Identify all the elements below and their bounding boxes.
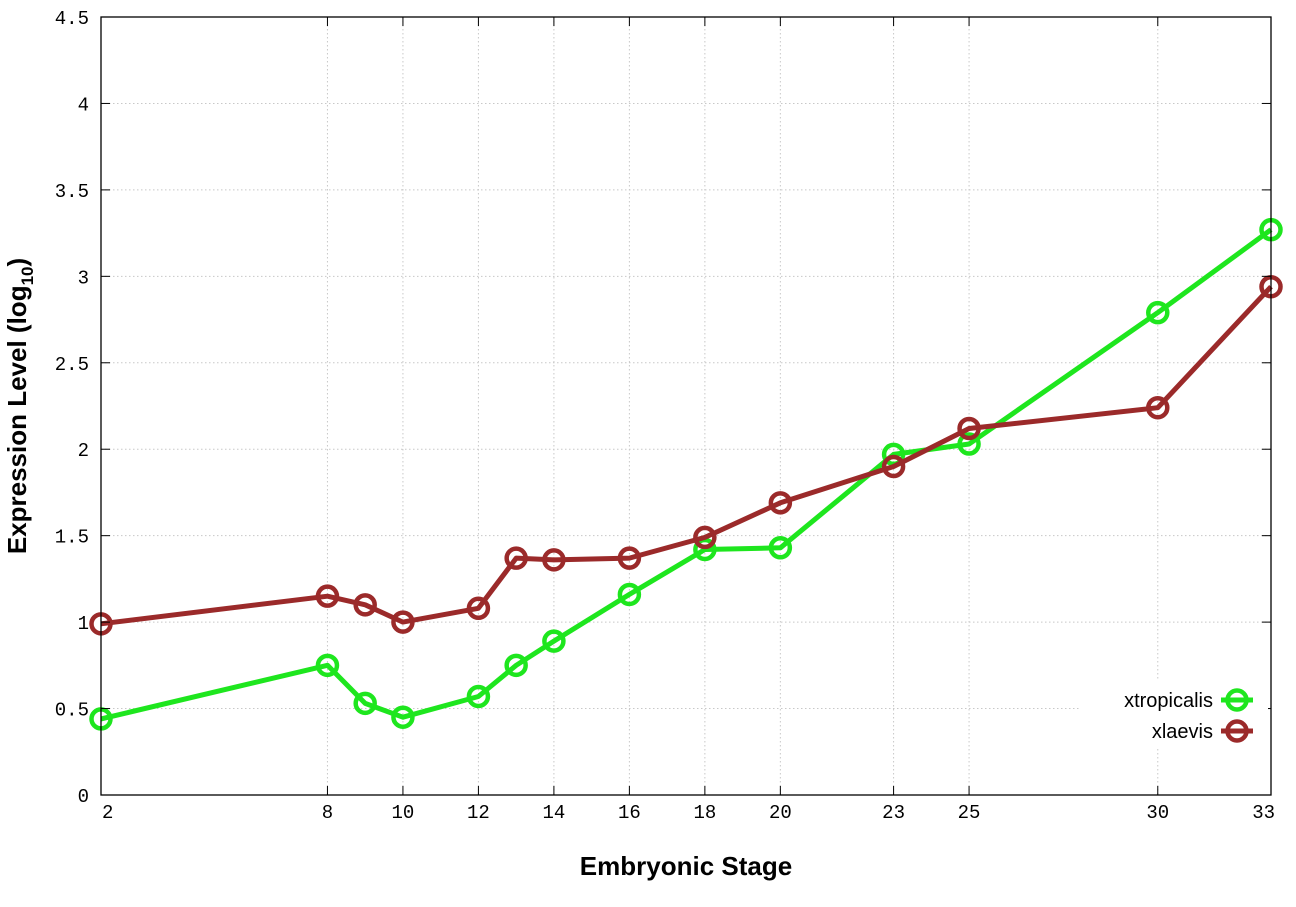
- data-point: [1146, 300, 1170, 325]
- data-point: [466, 684, 491, 709]
- y-tick-label: 4.5: [55, 8, 89, 30]
- data-point: [542, 548, 566, 572]
- x-tick-label: 33: [1252, 802, 1275, 824]
- y-tick-label: 3: [78, 267, 89, 289]
- data-point: [391, 705, 415, 729]
- y-tick-label: 1: [78, 613, 89, 635]
- data-point: [617, 546, 642, 570]
- x-axis-title: Embryonic Stage: [580, 851, 792, 881]
- legend: xtropicalis xlaevis: [1080, 680, 1268, 748]
- y-tick-label: 4: [78, 94, 89, 116]
- legend-item-xlaevis: xlaevis: [1152, 719, 1253, 743]
- data-point: [353, 593, 377, 617]
- series-xlaevis: [89, 274, 1283, 636]
- y-tick-label: 1.5: [55, 527, 89, 549]
- legend-swatch-marker: [1225, 688, 1249, 712]
- y-tick-label: 0: [78, 786, 89, 808]
- y-tick-label: 2: [78, 440, 89, 462]
- data-point: [768, 491, 793, 515]
- series-line-xlaevis: [100, 284, 1273, 627]
- y-tick-label: 3.5: [55, 181, 89, 203]
- data-point: [768, 536, 793, 560]
- x-tick-label: 18: [693, 802, 716, 824]
- legend-swatch-marker: [1225, 719, 1249, 743]
- data-point: [1146, 395, 1170, 420]
- legend-label: xtropicalis: [1124, 690, 1213, 712]
- y-tick-label: 2.5: [55, 354, 89, 376]
- x-tick-label: 14: [542, 802, 565, 824]
- data-point: [391, 610, 415, 634]
- x-tick-label: 25: [958, 802, 981, 824]
- x-tick-label: 16: [618, 802, 641, 824]
- data-point: [617, 582, 642, 607]
- x-tick-label: 10: [392, 802, 415, 824]
- data-point: [957, 432, 981, 456]
- series-xtropicalis: [89, 217, 1283, 731]
- data-point: [542, 629, 566, 653]
- data-point: [315, 584, 340, 608]
- data-point: [881, 454, 906, 479]
- series-layer: [89, 217, 1283, 731]
- x-axis: 2 8 10 12 14 16 18 20 23 25 30 33: [100, 17, 1275, 824]
- plot-frame: [100, 16, 1272, 796]
- x-tick-label: 20: [769, 802, 792, 824]
- data-point: [315, 653, 340, 678]
- y-axis-title-subscript: 10: [18, 267, 37, 286]
- y-axis-title: Expression Level (log10): [2, 258, 37, 554]
- data-point: [353, 691, 377, 716]
- y-tick-label: 0.5: [55, 700, 89, 722]
- y-axis-title-end: ): [2, 258, 32, 267]
- y-axis-title-main: Expression Level (log: [2, 285, 32, 554]
- data-point: [693, 525, 717, 550]
- data-point: [957, 416, 981, 441]
- x-tick-label: 8: [322, 802, 333, 824]
- y-axis: 0 0.5 1 1.5 2 2.5 3 3.5 4 4.5: [55, 8, 1271, 808]
- data-point: [504, 653, 528, 678]
- data-point: [466, 596, 491, 621]
- series-line-xtropicalis: [100, 227, 1273, 722]
- x-tick-label: 30: [1146, 802, 1169, 824]
- x-tick-label: 12: [467, 802, 490, 824]
- legend-label: xlaevis: [1152, 721, 1213, 743]
- x-tick-label: 2: [102, 802, 113, 824]
- grid-lines: [101, 17, 1271, 795]
- x-tick-label: 23: [882, 802, 905, 824]
- legend-item-xtropicalis: xtropicalis: [1124, 688, 1253, 712]
- data-point: [504, 546, 528, 570]
